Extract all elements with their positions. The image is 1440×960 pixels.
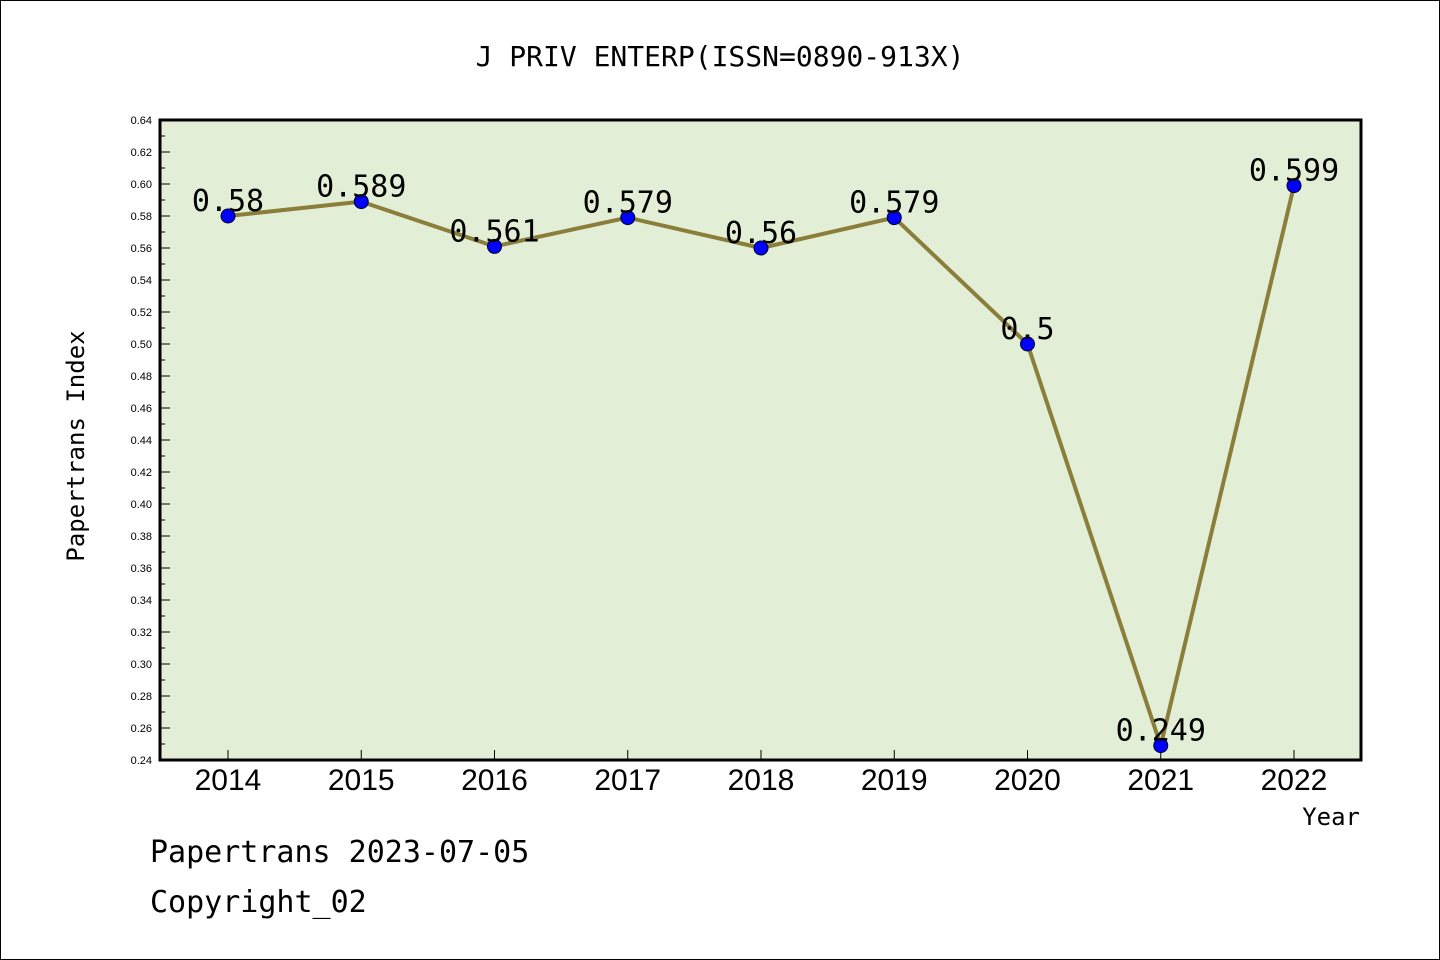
y-tick-label: 0.58 — [131, 211, 152, 223]
y-tick-label: 0.44 — [131, 435, 152, 447]
y-tick-label: 0.28 — [131, 691, 152, 703]
x-axis: 2014 2015 2016 2017 2018 2019 2020 2021 2022 — [195, 750, 1328, 797]
x-tick-label: 2015 — [328, 764, 395, 797]
y-tick-label: 0.34 — [131, 595, 152, 607]
data-label: 0.599 — [1249, 154, 1339, 189]
data-label: 0.58 — [192, 184, 264, 219]
data-point — [353, 194, 369, 210]
data-point — [753, 240, 769, 256]
y-tick-label: 0.46 — [131, 403, 152, 415]
y-tick-label: 0.24 — [131, 755, 152, 767]
y-axis: 0.24 0.26 0.28 0.30 0.32 0.34 0.36 0.38 0.40 0.42… — [131, 115, 170, 767]
y-tick-label: 0.48 — [131, 371, 152, 383]
x-tick-label: 2017 — [594, 764, 661, 797]
x-tick-label: 2019 — [861, 764, 928, 797]
data-point — [620, 210, 636, 226]
x-tick-label: 2014 — [195, 764, 262, 797]
y-tick-label: 0.26 — [131, 723, 152, 735]
x-tick-label: 2021 — [1127, 764, 1194, 797]
y-tick-label: 0.50 — [131, 339, 152, 351]
x-tick-label: 2022 — [1261, 764, 1328, 797]
x-axis-label: Year — [1302, 803, 1360, 831]
x-tick-label: 2020 — [994, 764, 1061, 797]
y-tick-label: 0.40 — [131, 499, 152, 511]
y-axis-label: Papertrans Index — [62, 330, 90, 561]
y-tick-label: 0.62 — [131, 147, 152, 159]
data-label: 0.561 — [449, 214, 539, 249]
data-point — [1020, 336, 1035, 352]
footer-copyright: Copyright_02 — [150, 885, 367, 920]
x-tick-label: 2018 — [728, 764, 795, 797]
plot-area — [158, 118, 1363, 762]
data-label: 0.5 — [1000, 312, 1054, 347]
y-tick-label: 0.38 — [131, 531, 152, 543]
y-tick-label: 0.36 — [131, 563, 152, 575]
data-point — [1153, 738, 1169, 754]
y-tick-label: 0.42 — [131, 467, 152, 479]
y-tick-label: 0.56 — [131, 243, 152, 255]
data-label: 0.579 — [849, 186, 939, 221]
chart-title: J PRIV ENTERP(ISSN=0890-913X) — [476, 40, 965, 73]
footer-date: Papertrans 2023-07-05 — [150, 835, 530, 870]
x-tick-label: 2016 — [461, 764, 528, 797]
data-point — [487, 238, 502, 254]
series-line — [220, 178, 1302, 754]
y-tick-label: 0.60 — [131, 179, 152, 191]
y-tick-label: 0.30 — [131, 659, 152, 671]
data-point — [886, 210, 902, 226]
data-label: 0.579 — [583, 186, 673, 221]
data-label: 0.589 — [316, 170, 406, 205]
y-tick-label: 0.32 — [131, 627, 152, 639]
y-tick-label: 0.64 — [131, 115, 152, 127]
data-point — [1286, 178, 1302, 194]
data-labels: 0.58 0.589 0.561 0.579 0.56 0.579 0.5 0.249 0.59… — [192, 154, 1339, 749]
y-tick-label: 0.54 — [131, 275, 152, 287]
y-tick-label: 0.52 — [131, 307, 152, 319]
data-label: 0.56 — [725, 216, 797, 251]
data-point — [220, 208, 236, 224]
data-label: 0.249 — [1116, 714, 1206, 749]
